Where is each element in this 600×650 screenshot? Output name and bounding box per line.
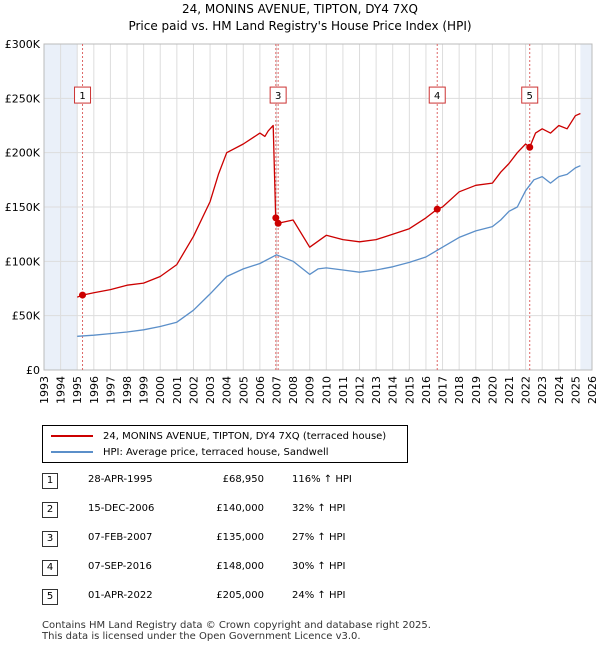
x-tick-label: 2024 — [553, 376, 566, 404]
marker-box-3 — [269, 86, 287, 104]
x-tick-label: 2013 — [370, 376, 383, 404]
marker-box-4 — [428, 86, 446, 104]
marker-box-1 — [74, 86, 92, 104]
transaction-price: £205,000 — [216, 590, 264, 601]
transaction-hpi: 116% ↑ HPI — [292, 474, 352, 485]
transaction-price: £148,000 — [216, 561, 264, 572]
x-tick-label: 2017 — [437, 376, 450, 404]
x-tick-label: 1995 — [71, 376, 84, 404]
x-tick-label: 1998 — [121, 376, 134, 404]
table-row: 3 07-FEB-2007 £135,000 27% ↑ HPI — [42, 528, 402, 557]
x-tick-label: 2026 — [586, 376, 599, 404]
x-tick-label: 2005 — [237, 376, 250, 404]
footer-copyright: Contains HM Land Registry data © Crown c… — [42, 620, 431, 631]
transactions-table: 1 28-APR-1995 £68,950 116% ↑ HPI 2 15-DE… — [42, 470, 402, 615]
legend-item-property: 24, MONINS AVENUE, TIPTON, DY4 7XQ (terr… — [51, 429, 386, 443]
legend-swatch-hpi — [51, 451, 93, 453]
y-tick-label: £250K — [5, 92, 41, 105]
marker-box-label-1: 1 — [79, 91, 85, 102]
transaction-number: 4 — [42, 560, 58, 576]
x-tick-label: 2009 — [304, 376, 317, 404]
transaction-price: £68,950 — [222, 474, 264, 485]
x-tick-label: 2002 — [187, 376, 200, 404]
y-tick-label: £100K — [5, 255, 41, 268]
transaction-hpi: 30% ↑ HPI — [292, 561, 346, 572]
x-tick-label: 1996 — [88, 376, 101, 404]
y-tick-label: £150K — [5, 201, 41, 214]
chart-title: 24, MONINS AVENUE, TIPTON, DY4 7XQ — [182, 2, 418, 16]
x-tick-label: 2018 — [453, 376, 466, 404]
chart-subtitle: Price paid vs. HM Land Registry's House … — [128, 19, 472, 33]
x-tick-label: 2008 — [287, 376, 300, 404]
transaction-number: 1 — [42, 473, 58, 489]
x-tick-label: 2006 — [254, 376, 267, 404]
x-tick-label: 2003 — [204, 376, 217, 404]
x-tick-label: 1997 — [104, 376, 117, 404]
x-tick-label: 2004 — [221, 376, 234, 404]
y-tick-label: £300K — [5, 38, 41, 51]
footer-licence: This data is licensed under the Open Gov… — [42, 631, 361, 642]
footer: Contains HM Land Registry data © Crown c… — [42, 620, 431, 642]
x-tick-label: 2015 — [403, 376, 416, 404]
legend-label-property: 24, MONINS AVENUE, TIPTON, DY4 7XQ (terr… — [103, 430, 387, 442]
table-row: 1 28-APR-1995 £68,950 116% ↑ HPI — [42, 470, 402, 499]
x-tick-label: 2021 — [503, 376, 516, 404]
x-tick-label: 2000 — [154, 376, 167, 404]
plot-frame — [43, 43, 593, 371]
table-row: 4 07-SEP-2016 £148,000 30% ↑ HPI — [42, 557, 402, 586]
transaction-number: 3 — [42, 531, 58, 547]
x-tick-label: 2007 — [270, 376, 283, 404]
transaction-price: £140,000 — [216, 503, 264, 514]
x-tick-label: 2023 — [536, 376, 549, 404]
x-tick-label: 2001 — [171, 376, 184, 404]
x-tick-label: 1993 — [38, 376, 51, 404]
table-row: 2 15-DEC-2006 £140,000 32% ↑ HPI — [42, 499, 402, 528]
x-tick-label: 2012 — [354, 376, 367, 404]
transaction-date: 07-SEP-2016 — [88, 561, 152, 572]
transaction-price: £135,000 — [216, 532, 264, 543]
transaction-date: 01-APR-2022 — [88, 590, 153, 601]
sale-marker-1 — [79, 291, 87, 299]
x-tick-label: 2010 — [320, 376, 333, 404]
marker-box-5 — [521, 86, 539, 104]
x-tick-label: 1994 — [55, 376, 68, 404]
marker-box-label-4: 4 — [434, 91, 440, 102]
x-tick-label: 2011 — [337, 376, 350, 404]
sale-marker-5 — [526, 143, 534, 151]
y-tick-label: £200K — [5, 147, 41, 160]
transaction-hpi: 24% ↑ HPI — [292, 590, 346, 601]
marker-box-label-3: 3 — [275, 91, 281, 102]
transaction-hpi: 27% ↑ HPI — [292, 532, 346, 543]
x-tick-label: 2025 — [569, 376, 582, 404]
y-tick-label: £50K — [12, 310, 41, 323]
transaction-date: 15-DEC-2006 — [88, 503, 155, 514]
y-tick-label: £0 — [26, 364, 40, 377]
x-tick-label: 2014 — [387, 376, 400, 404]
legend-label-hpi: HPI: Average price, terraced house, Sand… — [103, 446, 329, 458]
x-tick-label: 1999 — [138, 376, 151, 404]
x-tick-label: 2020 — [486, 376, 499, 404]
legend: 24, MONINS AVENUE, TIPTON, DY4 7XQ (terr… — [42, 425, 408, 463]
transaction-date: 07-FEB-2007 — [88, 532, 153, 543]
transaction-number: 5 — [42, 589, 58, 605]
hpi-line — [77, 165, 581, 337]
transaction-number: 2 — [42, 502, 58, 518]
marker-box-label-5: 5 — [527, 91, 533, 102]
transaction-hpi: 32% ↑ HPI — [292, 503, 346, 514]
sale-marker-3 — [274, 219, 282, 227]
x-tick-label: 2022 — [520, 376, 533, 404]
sale-marker-4 — [433, 205, 441, 213]
x-tick-label: 2019 — [470, 376, 483, 404]
transaction-date: 28-APR-1995 — [88, 474, 153, 485]
x-tick-label: 2016 — [420, 376, 433, 404]
table-row: 5 01-APR-2022 £205,000 24% ↑ HPI — [42, 586, 402, 615]
legend-item-hpi: HPI: Average price, terraced house, Sand… — [51, 445, 329, 459]
sale-marker-2 — [272, 214, 280, 222]
legend-swatch-property — [51, 435, 93, 437]
